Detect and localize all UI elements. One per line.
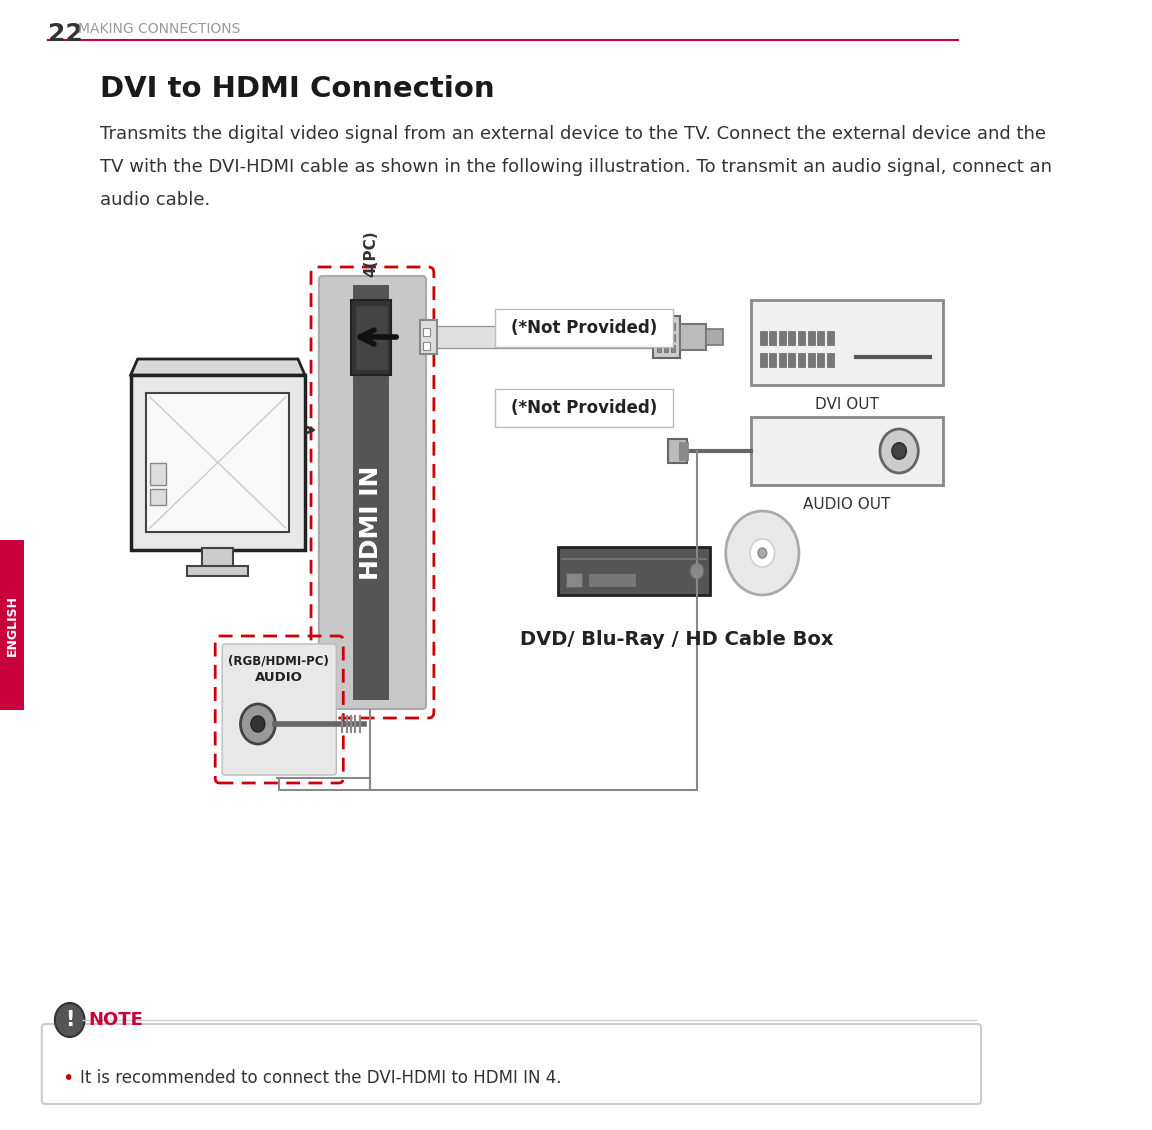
Bar <box>0 540 24 710</box>
Circle shape <box>758 548 767 558</box>
Bar <box>668 438 688 463</box>
Text: Transmits the digital video signal from an external device to the TV. Connect th: Transmits the digital video signal from … <box>100 125 1046 144</box>
Bar <box>770 353 776 367</box>
Bar <box>351 299 392 375</box>
Polygon shape <box>130 359 305 375</box>
Bar <box>188 566 249 576</box>
Circle shape <box>726 511 799 596</box>
Bar <box>817 331 824 345</box>
Bar <box>808 353 814 367</box>
Bar <box>788 331 795 345</box>
Text: ENGLISH: ENGLISH <box>6 594 18 655</box>
Text: •: • <box>62 1069 74 1087</box>
Bar <box>420 320 438 354</box>
Bar <box>130 375 305 550</box>
Text: 22: 22 <box>48 21 83 46</box>
Circle shape <box>892 443 907 459</box>
Bar <box>355 305 388 370</box>
Text: HDMI IN: HDMI IN <box>359 466 384 580</box>
Bar <box>670 334 675 341</box>
Circle shape <box>55 1003 84 1037</box>
Bar <box>664 334 668 341</box>
Bar <box>706 329 723 345</box>
Bar <box>779 353 786 367</box>
FancyBboxPatch shape <box>222 644 336 775</box>
Circle shape <box>241 704 275 744</box>
FancyBboxPatch shape <box>319 276 426 709</box>
Bar <box>423 328 430 336</box>
Bar <box>759 353 767 367</box>
Bar <box>657 323 661 330</box>
FancyBboxPatch shape <box>495 389 673 427</box>
Bar <box>664 323 668 330</box>
Bar <box>788 353 795 367</box>
Bar <box>808 331 814 345</box>
Bar <box>353 285 389 699</box>
Bar <box>146 393 289 532</box>
Bar <box>588 573 636 586</box>
Bar <box>759 331 767 345</box>
Text: audio cable.: audio cable. <box>100 191 211 209</box>
Text: 4(PC): 4(PC) <box>364 231 379 277</box>
Text: AUDIO OUT: AUDIO OUT <box>803 497 890 512</box>
Bar <box>657 345 661 353</box>
Bar <box>798 353 805 367</box>
Circle shape <box>750 539 774 567</box>
Bar <box>653 316 680 358</box>
Bar <box>657 334 661 341</box>
Text: (*Not Provided): (*Not Provided) <box>510 399 657 417</box>
Bar <box>827 331 834 345</box>
Bar <box>827 353 834 367</box>
Bar <box>680 324 706 350</box>
Text: It is recommended to connect the DVI-HDMI to HDMI IN 4.: It is recommended to connect the DVI-HDM… <box>81 1069 562 1087</box>
Bar <box>423 325 658 348</box>
Bar <box>423 342 430 350</box>
Text: DVI OUT: DVI OUT <box>814 397 879 412</box>
Bar <box>798 331 805 345</box>
Text: AUDIO: AUDIO <box>255 671 303 684</box>
Bar <box>670 323 675 330</box>
Bar <box>817 353 824 367</box>
Bar <box>202 548 234 568</box>
Circle shape <box>690 563 704 579</box>
Bar <box>567 573 582 586</box>
FancyBboxPatch shape <box>495 308 673 347</box>
Text: MAKING CONNECTIONS: MAKING CONNECTIONS <box>78 21 241 36</box>
Text: DVI to HDMI Connection: DVI to HDMI Connection <box>100 75 495 103</box>
Bar <box>770 331 776 345</box>
Bar <box>751 299 942 385</box>
Circle shape <box>880 429 918 473</box>
Bar <box>751 417 942 485</box>
Bar <box>558 547 710 596</box>
Bar <box>150 489 166 505</box>
Bar <box>779 331 786 345</box>
Bar <box>150 463 166 485</box>
Text: TV with the DVI-HDMI cable as shown in the following illustration. To transmit a: TV with the DVI-HDMI cable as shown in t… <box>100 158 1052 176</box>
Text: !: ! <box>65 1010 75 1031</box>
Circle shape <box>251 716 265 732</box>
Bar <box>670 345 675 353</box>
Text: (*Not Provided): (*Not Provided) <box>510 319 657 337</box>
FancyBboxPatch shape <box>41 1024 982 1104</box>
Text: DVD/ Blu-Ray / HD Cable Box: DVD/ Blu-Ray / HD Cable Box <box>521 631 834 649</box>
Bar <box>664 345 668 353</box>
Text: (RGB/HDMI-PC): (RGB/HDMI-PC) <box>228 655 329 668</box>
Text: NOTE: NOTE <box>89 1011 144 1029</box>
